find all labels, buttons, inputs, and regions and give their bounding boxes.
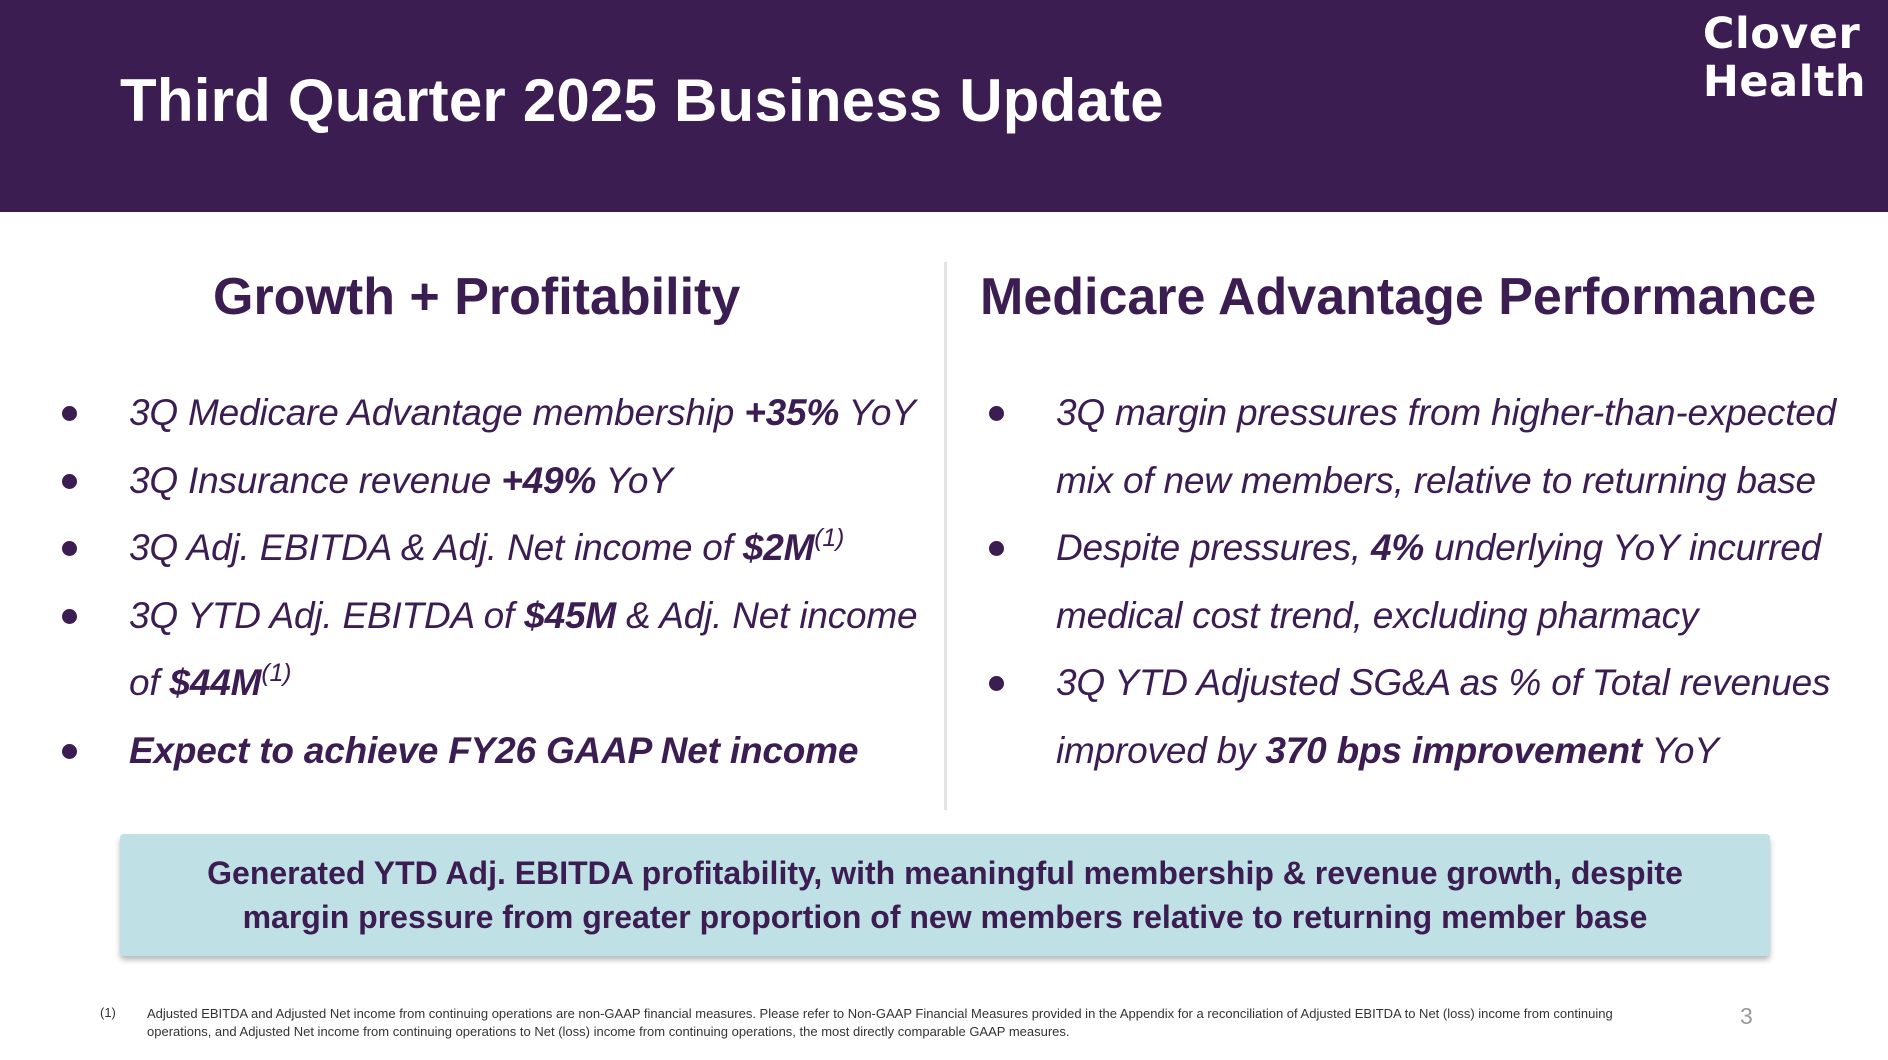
bullet-highlight: $44M	[169, 662, 262, 703]
bullet-text: YoY	[839, 392, 916, 433]
bullet-highlight: Expect to achieve FY26 GAAP Net income	[129, 729, 859, 771]
bullet-highlight: $2M	[742, 527, 815, 568]
bullet-dot	[989, 676, 1004, 691]
footnote-text: Adjusted EBITDA and Adjusted Net income …	[147, 1006, 1613, 1039]
bullet-text: 3Q Adj. EBITDA & Adj. Net income of	[129, 527, 743, 568]
callout-line-2: margin pressure from greater proportion …	[242, 899, 1648, 935]
bullet-highlight: 370 bps improvement	[1265, 729, 1643, 771]
bullet-dot	[62, 541, 77, 556]
footnote-marker: (1)	[814, 524, 845, 552]
summary-callout: Generated YTD Adj. EBITDA profitability,…	[120, 834, 1770, 956]
bullet-text: underlying YoY incurred medical cost tre…	[1056, 527, 1822, 636]
bullet-item: Despite pressures, 4% underlying YoY inc…	[985, 514, 1865, 649]
bullet-text: YoY	[596, 459, 673, 501]
bullet-highlight: +35%	[744, 392, 840, 433]
callout-line-1: Generated YTD Adj. EBITDA profitability,…	[207, 855, 1683, 891]
bullet-item: 3Q margin pressures from higher-than-exp…	[985, 379, 1865, 514]
bullet-text: 3Q YTD Adjusted SG&A as % of Total reven…	[1056, 662, 1831, 771]
slide-title: Third Quarter 2025 Business Update	[120, 67, 1164, 134]
footnote-number: (1)	[100, 1005, 116, 1020]
header-band: Third Quarter 2025 Business Update Clove…	[0, 0, 1888, 212]
bullet-item: 3Q YTD Adj. EBITDA of $45M & Adj. Net in…	[58, 582, 943, 717]
bullet-item: 3Q Insurance revenue +49% YoY	[58, 447, 943, 515]
column-divider	[944, 262, 947, 810]
bullet-highlight: 4%	[1370, 527, 1425, 568]
bullet-dot	[62, 743, 77, 759]
clover-health-logo: Clover Health	[1703, 10, 1866, 106]
bullet-text: 3Q Insurance revenue	[129, 459, 502, 501]
logo-line-2: Health	[1702, 57, 1866, 107]
bullet-item: Expect to achieve FY26 GAAP Net income	[58, 717, 943, 785]
right-bullet-list: 3Q margin pressures from higher-than-exp…	[985, 379, 1865, 784]
bullet-dot	[989, 541, 1004, 556]
bullet-text: 3Q margin pressures from higher-than-exp…	[1056, 392, 1837, 501]
bullet-text: 3Q Medicare Advantage membership	[129, 392, 745, 433]
bullet-text: & Adj. Net income of	[129, 594, 918, 704]
left-column-heading: Growth + Profitability	[213, 268, 741, 326]
left-bullet-list: 3Q Medicare Advantage membership +35% Yo…	[58, 379, 943, 784]
logo-line-1: Clover	[1702, 9, 1861, 59]
bullet-item: 3Q Medicare Advantage membership +35% Yo…	[58, 379, 943, 447]
bullet-text: 3Q YTD Adj. EBITDA of	[129, 594, 525, 636]
bullet-text: Despite pressures,	[1056, 527, 1371, 568]
bullet-text: YoY	[1642, 729, 1719, 771]
bullet-item: 3Q Adj. EBITDA & Adj. Net income of $2M(…	[58, 514, 943, 582]
bullet-dot	[62, 406, 77, 421]
bullet-highlight: +49%	[501, 459, 597, 501]
page-number: 3	[1740, 1003, 1753, 1029]
bullet-highlight: $45M	[524, 594, 616, 636]
bullet-dot	[62, 608, 77, 624]
footnote-marker: (1)	[261, 659, 292, 687]
bullet-dot	[989, 406, 1004, 421]
bullet-dot	[62, 473, 77, 489]
bullet-item: 3Q YTD Adjusted SG&A as % of Total reven…	[985, 649, 1865, 784]
right-column-heading: Medicare Advantage Performance	[980, 268, 1817, 326]
